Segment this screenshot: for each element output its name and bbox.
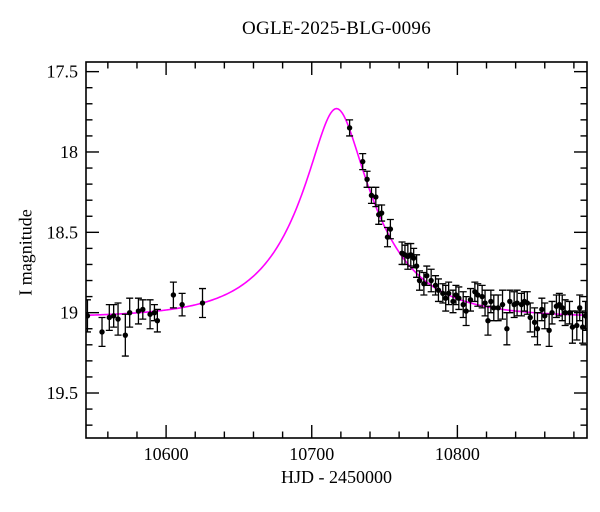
data-point: [488, 298, 494, 305]
data-point: [135, 308, 142, 314]
data-point: [86, 313, 91, 319]
data-point: [126, 309, 133, 316]
data-point: [432, 282, 439, 289]
data-point: [373, 194, 379, 200]
data-point: [110, 313, 117, 319]
x-axis-label: HJD - 2450000: [281, 467, 392, 487]
data-point: [106, 314, 113, 321]
x-tick-label: 10700: [289, 444, 334, 464]
chart-title: OGLE-2025-BLG-0096: [241, 18, 432, 39]
data-point: [151, 309, 158, 316]
data-point: [170, 292, 177, 298]
data-point: [450, 298, 456, 305]
axis-frame: [85, 61, 588, 439]
data-point: [199, 300, 206, 306]
data-point: [524, 300, 530, 306]
data-point: [435, 287, 442, 293]
data-point: [154, 318, 161, 324]
model-curve: [86, 107, 587, 317]
data-point: [499, 301, 506, 308]
data-point: [482, 300, 488, 306]
y-tick-label: 19: [60, 303, 78, 323]
data-point: [495, 305, 501, 311]
data-point: [507, 298, 513, 305]
data-point: [539, 306, 545, 313]
data-point: [443, 295, 449, 301]
data-point: [562, 309, 568, 316]
data-point: [147, 311, 153, 317]
data-point: [364, 176, 370, 182]
data-point: [569, 324, 576, 330]
data-point: [368, 192, 375, 199]
data-point: [531, 319, 538, 326]
data-point: [122, 332, 129, 338]
data-point: [140, 306, 146, 313]
y-tick-label: 17.5: [47, 62, 79, 82]
data-point: [463, 308, 469, 314]
data-point: [346, 125, 353, 131]
y-tick-label: 18.5: [47, 222, 79, 242]
data-point: [115, 316, 121, 322]
y-tick-label: 18: [60, 142, 78, 162]
data-point: [566, 309, 573, 316]
data-point: [491, 305, 497, 311]
data-point: [549, 309, 555, 316]
data-point: [559, 305, 565, 311]
data-point: [179, 301, 185, 308]
data-point: [360, 158, 366, 165]
data-point: [413, 263, 420, 269]
data-point: [99, 329, 105, 335]
data-point: [378, 210, 385, 216]
data-point: [416, 277, 423, 284]
data-point: [428, 277, 434, 284]
data-point: [542, 313, 548, 319]
y-tick-label: 19.5: [47, 383, 79, 403]
data-point: [410, 255, 417, 261]
data-point: [479, 293, 485, 300]
data-point: [485, 318, 491, 324]
data-point: [421, 281, 427, 287]
data-point: [456, 295, 462, 301]
data-point: [460, 301, 466, 308]
data-point: [527, 314, 533, 321]
data-point: [577, 305, 583, 311]
data-point: [514, 300, 520, 306]
data-point: [475, 292, 481, 298]
data-point: [384, 234, 391, 240]
data-points: [86, 125, 587, 338]
data-point: [440, 290, 446, 297]
data-point: [387, 226, 394, 232]
x-tick-label: 10600: [144, 444, 189, 464]
data-point: [534, 326, 541, 332]
axis-ticks: [86, 62, 587, 438]
data-point: [546, 327, 552, 334]
data-point: [574, 322, 580, 329]
data-point: [467, 297, 474, 303]
x-tick-label: 10800: [435, 444, 480, 464]
data-point: [504, 326, 510, 332]
data-point: [445, 290, 452, 297]
data-point: [424, 273, 430, 279]
data-point: [582, 313, 587, 319]
